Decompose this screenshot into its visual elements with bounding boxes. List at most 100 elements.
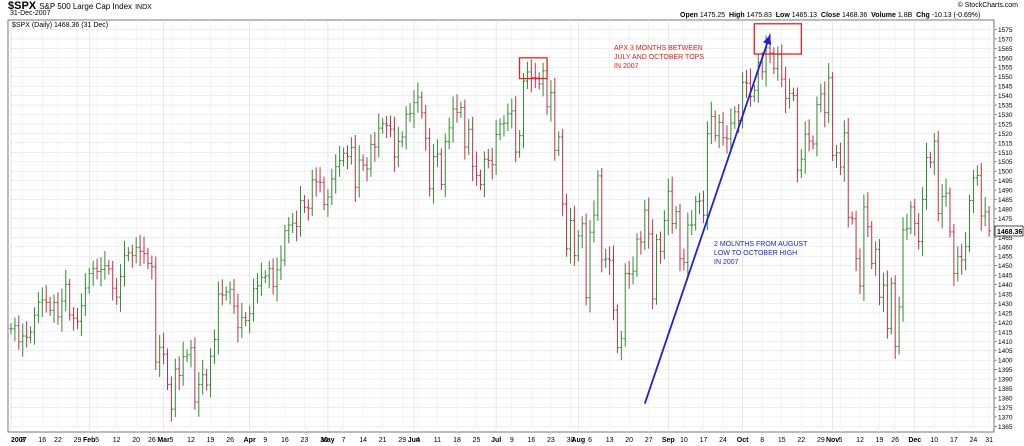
x-tick-label: 23 [547, 437, 555, 444]
y-tick-label: 1500 [998, 169, 1013, 176]
y-tick-label: 1390 [998, 377, 1013, 384]
last-value-box [994, 225, 1024, 237]
symbol-exchange: INDX [135, 4, 152, 11]
chg-label: Chg [916, 12, 930, 19]
x-tick-label: 9 [263, 437, 267, 444]
x-tick-label: 20 [132, 437, 140, 444]
x-tick-label: 2007 [11, 437, 27, 444]
x-tick-label: 21 [379, 437, 387, 444]
y-tick-label: 1380 [998, 395, 1013, 402]
x-tick-label: 9 [510, 437, 514, 444]
x-tick-label: 12 [187, 437, 195, 444]
trend-arrow-line [643, 34, 771, 404]
x-tick-label: Sep [662, 437, 675, 444]
y-tick-label: 1535 [998, 103, 1013, 110]
x-tick-label: 19 [207, 437, 215, 444]
y-tick-label: 1495 [998, 178, 1013, 185]
y-tick-label: 1405 [998, 348, 1013, 355]
y-tick-label: 1575 [998, 27, 1013, 34]
x-tick-label: 12 [113, 437, 121, 444]
y-tick-label: 1450 [998, 263, 1013, 270]
annotation-text: IN 2007 [714, 259, 739, 266]
trend-arrow-head [762, 35, 772, 46]
x-tick-label: 27 [645, 437, 653, 444]
y-tick-label: 1385 [998, 386, 1013, 393]
chg-value: -10.13 (-0.69%) [931, 12, 981, 19]
x-tick-label: 8 [760, 437, 764, 444]
y-tick-label: 1415 [998, 329, 1013, 336]
y-tick-label: 1365 [998, 424, 1013, 431]
y-tick-label: 1510 [998, 150, 1013, 157]
highlight-box [518, 57, 548, 80]
ohlc-readout: Open 1475.25 High 1475.83 Low 1465.13 Cl… [680, 12, 980, 19]
x-tick-label: 29 [398, 437, 406, 444]
annotation-text: IN 2007 [614, 63, 639, 70]
x-tick-label: 16 [527, 437, 535, 444]
y-tick-label: 1455 [998, 254, 1013, 261]
volume-value: 1.8B [897, 12, 913, 19]
y-tick-label: 1530 [998, 112, 1013, 119]
symbol-code: $SPX [8, 0, 37, 12]
x-tick-label: 15 [778, 437, 786, 444]
y-tick-label: 1480 [998, 206, 1013, 213]
y-tick-label: 1545 [998, 84, 1013, 91]
x-tick-label: 16 [38, 437, 46, 444]
close-value: 1468.36 [841, 12, 868, 19]
last-value-label: 1468.36 [997, 229, 1022, 236]
x-tick-label: 12 [856, 437, 864, 444]
open-label: Open [680, 12, 698, 19]
y-tick-label: 1565 [998, 46, 1013, 53]
x-tick-label: Aug [571, 437, 585, 444]
open-value: 1475.25 [699, 12, 726, 19]
x-tick-label: 30 [320, 437, 328, 444]
y-tick-label: 1460 [998, 244, 1013, 251]
y-tick-label: 1555 [998, 65, 1013, 72]
x-tick-label: 30 [567, 437, 575, 444]
y-tick-label: 1400 [998, 358, 1013, 365]
annotation-text: 2 MOLNTHS FROM AUGUST [714, 241, 808, 248]
x-tick-label: Dec [908, 437, 921, 444]
x-tick-label: 16 [281, 437, 289, 444]
y-tick-label: 1420 [998, 320, 1013, 327]
x-tick-label: 24 [719, 437, 727, 444]
y-tick-label: 1410 [998, 339, 1013, 346]
y-tick-label: 1445 [998, 273, 1013, 280]
x-tick-label: 22 [54, 437, 62, 444]
x-tick-label: 5 [838, 437, 842, 444]
high-label: High [729, 12, 745, 19]
x-tick-label: 18 [453, 437, 461, 444]
y-tick-label: 1440 [998, 282, 1013, 289]
low-label: Low [775, 12, 790, 19]
x-tick-label: 8 [21, 437, 25, 444]
y-tick-label: 1465 [998, 235, 1013, 242]
chart-date: 31-Dec-2007 [10, 10, 51, 17]
y-tick-label: 1525 [998, 121, 1013, 128]
annotation-text: JULY AND OCTOBER TOPS [614, 54, 704, 61]
y-tick-label: 1505 [998, 159, 1013, 166]
x-tick-label: Feb [83, 437, 95, 444]
plot-frame [7, 19, 995, 433]
x-tick-label: 19 [876, 437, 884, 444]
x-tick-label: 17 [700, 437, 708, 444]
x-tick-label: 26 [148, 437, 156, 444]
y-tick-label: 1540 [998, 93, 1013, 100]
y-tick-label: 1570 [998, 36, 1013, 43]
x-tick-label: 31 [985, 437, 993, 444]
x-tick-label: 11 [434, 437, 441, 444]
y-tick-label: 1550 [998, 74, 1013, 81]
x-tick-label: 17 [950, 437, 958, 444]
y-tick-label: 1430 [998, 301, 1013, 308]
y-tick-label: 1475 [998, 216, 1013, 223]
stockcharts-credit: © StockCharts.com [957, 2, 1018, 9]
x-tick-label: 26 [226, 437, 234, 444]
y-tick-label: 1425 [998, 310, 1013, 317]
x-tick-label: Oct [737, 437, 749, 444]
x-tick-label: Nov [826, 437, 839, 444]
y-tick-label: 1435 [998, 292, 1013, 299]
x-tick-label: May [321, 437, 335, 444]
x-tick-label: 14 [359, 437, 367, 444]
x-tick-label: 7 [342, 437, 346, 444]
x-tick-label: 23 [301, 437, 309, 444]
x-tick-label: 26 [891, 437, 899, 444]
